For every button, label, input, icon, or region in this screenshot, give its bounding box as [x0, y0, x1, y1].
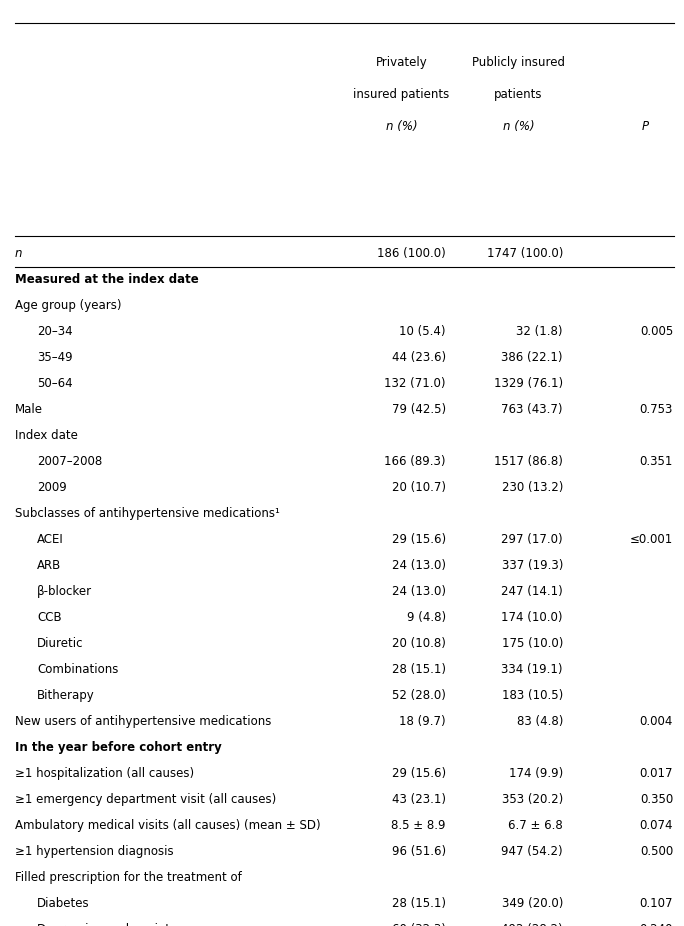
Text: Depression and anxiety: Depression and anxiety [37, 922, 177, 926]
Text: 83 (4.8): 83 (4.8) [516, 715, 563, 728]
Text: 8.5 ± 8.9: 8.5 ± 8.9 [391, 819, 446, 832]
Text: P: P [642, 120, 649, 133]
Text: 10 (5.4): 10 (5.4) [399, 324, 446, 338]
Text: 183 (10.5): 183 (10.5) [501, 689, 563, 702]
Text: 6.7 ± 6.8: 6.7 ± 6.8 [508, 819, 563, 832]
Text: 32 (1.8): 32 (1.8) [516, 324, 563, 338]
Text: Diuretic: Diuretic [37, 636, 83, 649]
Text: 29 (15.6): 29 (15.6) [392, 532, 446, 545]
Text: 0.074: 0.074 [640, 819, 673, 832]
Text: insured patients: insured patients [354, 88, 449, 101]
Text: 132 (71.0): 132 (71.0) [384, 377, 446, 390]
Text: 186 (100.0): 186 (100.0) [377, 246, 446, 259]
Text: 35–49: 35–49 [37, 351, 73, 364]
Text: 947 (54.2): 947 (54.2) [501, 845, 563, 857]
Text: 52 (28.0): 52 (28.0) [392, 689, 446, 702]
Text: 1747 (100.0): 1747 (100.0) [486, 246, 563, 259]
Text: 29 (15.6): 29 (15.6) [392, 767, 446, 780]
Text: Combinations: Combinations [37, 662, 118, 676]
Text: 0.753: 0.753 [640, 403, 673, 416]
Text: 0.005: 0.005 [640, 324, 673, 338]
Text: 0.107: 0.107 [640, 896, 673, 909]
Text: ARB: ARB [37, 558, 61, 571]
Text: Index date: Index date [15, 429, 78, 442]
Text: 20–34: 20–34 [37, 324, 73, 338]
Text: 50–64: 50–64 [37, 377, 73, 390]
Text: 28 (15.1): 28 (15.1) [392, 662, 446, 676]
Text: 1329 (76.1): 1329 (76.1) [494, 377, 563, 390]
Text: Ambulatory medical visits (all causes) (mean ± SD): Ambulatory medical visits (all causes) (… [15, 819, 321, 832]
Text: 297 (17.0): 297 (17.0) [501, 532, 563, 545]
Text: 60 (32.3): 60 (32.3) [392, 922, 446, 926]
Text: In the year before cohort entry: In the year before cohort entry [15, 741, 222, 754]
Text: New users of antihypertensive medications: New users of antihypertensive medication… [15, 715, 272, 728]
Text: 492 (28.2): 492 (28.2) [501, 922, 563, 926]
Text: Male: Male [15, 403, 43, 416]
Text: 174 (10.0): 174 (10.0) [501, 610, 563, 623]
Text: Diabetes: Diabetes [37, 896, 90, 909]
Text: ≥1 emergency department visit (all causes): ≥1 emergency department visit (all cause… [15, 793, 276, 806]
Text: 44 (23.6): 44 (23.6) [392, 351, 446, 364]
Text: 0.004: 0.004 [640, 715, 673, 728]
Text: 24 (13.0): 24 (13.0) [392, 558, 446, 571]
Text: Publicly insured: Publicly insured [472, 56, 565, 69]
Text: 1517 (86.8): 1517 (86.8) [494, 455, 563, 468]
Text: 0.500: 0.500 [640, 845, 673, 857]
Text: 0.350: 0.350 [640, 793, 673, 806]
Text: CCB: CCB [37, 610, 62, 623]
Text: 334 (19.1): 334 (19.1) [501, 662, 563, 676]
Text: 18 (9.7): 18 (9.7) [399, 715, 446, 728]
Text: 20 (10.7): 20 (10.7) [392, 481, 446, 494]
Text: 166 (89.3): 166 (89.3) [384, 455, 446, 468]
Text: 0.351: 0.351 [640, 455, 673, 468]
Text: Filled prescription for the treatment of: Filled prescription for the treatment of [15, 870, 242, 883]
Text: ≥1 hospitalization (all causes): ≥1 hospitalization (all causes) [15, 767, 194, 780]
Text: 2007–2008: 2007–2008 [37, 455, 102, 468]
Text: Subclasses of antihypertensive medications¹: Subclasses of antihypertensive medicatio… [15, 507, 280, 519]
Text: 28 (15.1): 28 (15.1) [392, 896, 446, 909]
Text: patients: patients [495, 88, 542, 101]
Text: 175 (10.0): 175 (10.0) [501, 636, 563, 649]
Text: 2009: 2009 [37, 481, 66, 494]
Text: n (%): n (%) [386, 120, 417, 133]
Text: n (%): n (%) [503, 120, 534, 133]
Text: 79 (42.5): 79 (42.5) [392, 403, 446, 416]
Text: ≥1 hypertension diagnosis: ≥1 hypertension diagnosis [15, 845, 174, 857]
Text: 0.017: 0.017 [640, 767, 673, 780]
Text: 763 (43.7): 763 (43.7) [501, 403, 563, 416]
Text: n: n [15, 246, 23, 259]
Text: ≤0.001: ≤0.001 [630, 532, 673, 545]
Text: Age group (years): Age group (years) [15, 298, 122, 311]
Text: Privately: Privately [376, 56, 428, 69]
Text: ACEI: ACEI [37, 532, 64, 545]
Text: Bitherapy: Bitherapy [37, 689, 94, 702]
Text: Measured at the index date: Measured at the index date [15, 272, 199, 285]
Text: 43 (23.1): 43 (23.1) [392, 793, 446, 806]
Text: 353 (20.2): 353 (20.2) [501, 793, 563, 806]
Text: 386 (22.1): 386 (22.1) [501, 351, 563, 364]
Text: 24 (13.0): 24 (13.0) [392, 584, 446, 597]
Text: 20 (10.8): 20 (10.8) [392, 636, 446, 649]
Text: 230 (13.2): 230 (13.2) [501, 481, 563, 494]
Text: 96 (51.6): 96 (51.6) [392, 845, 446, 857]
Text: 247 (14.1): 247 (14.1) [501, 584, 563, 597]
Text: 337 (19.3): 337 (19.3) [501, 558, 563, 571]
Text: 349 (20.0): 349 (20.0) [501, 896, 563, 909]
Text: 174 (9.9): 174 (9.9) [509, 767, 563, 780]
Text: 0.240: 0.240 [640, 922, 673, 926]
Text: 9 (4.8): 9 (4.8) [407, 610, 446, 623]
Text: β-blocker: β-blocker [37, 584, 92, 597]
